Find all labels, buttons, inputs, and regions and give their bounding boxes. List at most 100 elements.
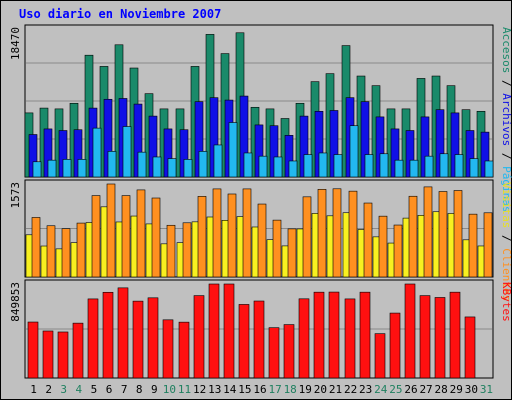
bar-pginas-day-13	[213, 144, 223, 178]
bar-pginas-day-1	[32, 161, 42, 178]
bar-kbytes-day-5	[87, 298, 99, 379]
bar-clientes-day-9	[151, 197, 161, 278]
bar-kbytes-day-22	[344, 298, 356, 379]
bar-kbytes-day-25	[389, 312, 401, 379]
x-tick-label-31: 31	[480, 383, 493, 396]
bar-clientes-day-17	[272, 219, 282, 278]
bar-pginas-day-26	[409, 159, 419, 178]
legend-part: /	[500, 146, 512, 166]
bar-pginas-day-30	[469, 158, 479, 178]
bar-kbytes-day-15	[238, 304, 250, 379]
x-tick-label-11: 11	[178, 383, 191, 396]
x-tick-label-10: 10	[163, 383, 176, 396]
ymax-label-hits: 18470	[9, 27, 22, 60]
x-tick-label-2: 2	[45, 383, 52, 396]
bar-clientes-day-19	[302, 196, 312, 278]
bar-pginas-day-8	[137, 151, 147, 178]
bar-pginas-day-31	[484, 160, 494, 178]
bar-pginas-day-10	[167, 158, 177, 178]
x-tick-label-19: 19	[299, 383, 312, 396]
chart-title: Uso diario en Noviembre 2007	[19, 7, 222, 21]
bar-pginas-day-12	[198, 151, 208, 178]
bar-kbytes-day-24	[374, 333, 386, 379]
bar-kbytes-day-29	[449, 291, 461, 379]
bar-pginas-day-23	[364, 154, 374, 178]
bar-clientes-day-5	[91, 195, 101, 278]
bar-clientes-day-15	[242, 188, 252, 278]
bar-kbytes-day-18	[283, 324, 295, 379]
bar-pginas-day-29	[454, 154, 464, 178]
bar-kbytes-day-14	[223, 283, 235, 379]
bar-pginas-day-3	[62, 159, 72, 178]
bar-clientes-day-26	[408, 195, 418, 278]
bar-clientes-day-21	[332, 188, 342, 278]
bar-pginas-day-2	[47, 159, 57, 178]
bar-pginas-day-18	[288, 160, 298, 178]
x-tick-label-14: 14	[223, 383, 237, 396]
x-tick-label-8: 8	[136, 383, 143, 396]
x-tick-label-28: 28	[435, 383, 448, 396]
bar-kbytes-day-20	[313, 291, 325, 379]
bar-kbytes-day-11	[178, 321, 190, 379]
bar-pginas-day-16	[258, 155, 268, 178]
legend-part: Archivos	[500, 93, 512, 146]
x-tick-label-23: 23	[359, 383, 372, 396]
x-tick-label-20: 20	[314, 383, 327, 396]
bar-clientes-day-2	[46, 225, 56, 278]
bar-pginas-day-24	[379, 153, 389, 178]
bar-clientes-day-1	[31, 217, 41, 278]
bar-kbytes-day-23	[359, 291, 371, 379]
bar-clientes-day-10	[166, 224, 176, 278]
x-tick-label-27: 27	[419, 383, 432, 396]
x-tick-label-1: 1	[30, 383, 37, 396]
x-tick-label-29: 29	[450, 383, 463, 396]
x-tick-label-18: 18	[284, 383, 297, 396]
bar-pginas-day-11	[183, 159, 193, 178]
x-tick-label-26: 26	[404, 383, 417, 396]
x-tick-label-9: 9	[151, 383, 158, 396]
bar-clientes-day-28	[438, 191, 448, 278]
legend-part: /	[500, 73, 512, 93]
ymax-label-visits: 1573	[9, 182, 22, 209]
legend-part: Visitas	[500, 182, 512, 228]
ymax-label-kbytes: 849853	[9, 282, 22, 322]
bar-kbytes-day-7	[117, 287, 129, 379]
bar-clientes-day-4	[76, 222, 86, 278]
bar-pginas-day-25	[394, 159, 404, 178]
legend-label-visits: Visitas / Clientes	[500, 182, 512, 301]
bar-clientes-day-30	[468, 213, 478, 278]
bar-kbytes-day-1	[27, 321, 39, 379]
x-tick-label-16: 16	[253, 383, 266, 396]
x-tick-label-13: 13	[208, 383, 221, 396]
bar-kbytes-day-8	[132, 300, 144, 379]
bar-clientes-day-27	[423, 186, 433, 278]
bar-pginas-day-14	[228, 122, 238, 178]
x-tick-label-15: 15	[238, 383, 251, 396]
x-tick-label-7: 7	[121, 383, 128, 396]
x-tick-label-12: 12	[193, 383, 206, 396]
x-tick-label-5: 5	[91, 383, 98, 396]
bar-pginas-day-9	[152, 156, 162, 178]
bar-kbytes-day-17	[268, 327, 280, 379]
bar-pginas-day-21	[333, 154, 343, 178]
bar-kbytes-day-9	[147, 297, 159, 379]
bar-clientes-day-18	[287, 228, 297, 278]
bar-clientes-day-14	[227, 193, 237, 278]
x-tick-label-25: 25	[389, 383, 402, 396]
legend-label-hits: Accesos / Archivos / Páginas	[500, 27, 512, 212]
bar-kbytes-day-30	[464, 316, 476, 379]
bar-kbytes-day-13	[208, 283, 220, 379]
bar-pginas-day-22	[349, 125, 359, 178]
bar-clientes-day-23	[363, 202, 373, 278]
bar-pginas-day-28	[439, 153, 449, 178]
x-tick-label-17: 17	[268, 383, 281, 396]
legend-label-kbytes: KBytes	[500, 282, 512, 322]
bar-pginas-day-6	[107, 151, 117, 178]
bar-pginas-day-4	[77, 159, 87, 178]
bar-kbytes-day-26	[404, 283, 416, 379]
bar-pginas-day-19	[303, 154, 313, 178]
legend-part: Accesos	[500, 27, 512, 73]
bar-clientes-day-13	[212, 188, 222, 278]
x-tick-label-21: 21	[329, 383, 342, 396]
